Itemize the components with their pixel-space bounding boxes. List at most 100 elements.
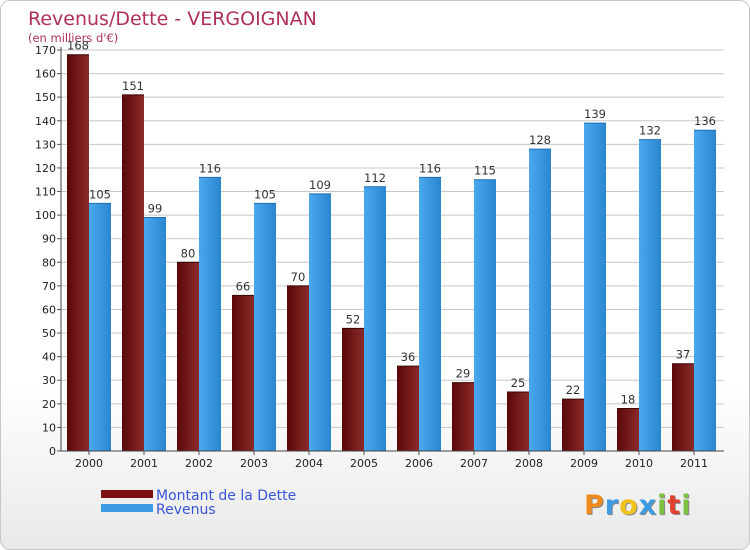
y-tick-label: 40 — [42, 351, 56, 364]
value-label-revenus-2009: 139 — [584, 107, 606, 121]
value-label-dette-2011: 37 — [676, 348, 691, 362]
bar-revenus-2007 — [474, 179, 496, 451]
proxiti-logo: Proxiti — [584, 490, 692, 521]
y-tick-label: 150 — [35, 91, 56, 104]
y-tick-label: 160 — [35, 68, 56, 81]
y-tick-label: 130 — [35, 138, 56, 151]
bar-revenus-2009 — [584, 123, 606, 451]
value-label-revenus-2008: 128 — [529, 133, 551, 147]
bar-dette-2002 — [177, 262, 199, 451]
logo-letter: P — [584, 490, 605, 521]
y-axis-ticks: 0 10 20 30 40 50 60 70 80 90 100 110 120 130 140 150 160… — [35, 44, 61, 458]
bar-revenus-2006 — [419, 177, 441, 451]
bar-revenus-2004 — [309, 193, 331, 451]
bar-revenus-2005 — [364, 186, 386, 451]
bar-dette-2007 — [452, 382, 474, 451]
y-tick-label: 80 — [42, 256, 56, 269]
bar-revenus-2003 — [254, 203, 276, 451]
bar-dette-2001 — [122, 94, 144, 451]
x-tick-label-2001: 2001 — [130, 457, 158, 470]
bars — [67, 54, 716, 451]
bar-dette-2009 — [562, 399, 584, 451]
value-label-revenus-2007: 115 — [474, 164, 496, 178]
y-tick-label: 140 — [35, 115, 56, 128]
bar-dette-2010 — [617, 408, 639, 451]
chart-title: Revenus/Dette - VERGOIGNAN — [28, 8, 317, 30]
logo-letter: r — [604, 490, 620, 521]
y-tick-label: 70 — [42, 280, 56, 293]
bar-dette-2004 — [287, 285, 309, 451]
value-label-dette-2006: 36 — [401, 350, 416, 364]
x-tick-label-2008: 2008 — [515, 457, 543, 470]
y-tick-label: 170 — [35, 44, 56, 57]
value-label-dette-2007: 29 — [456, 367, 471, 381]
legend-swatch-revenus — [101, 504, 153, 512]
grid — [61, 49, 724, 428]
bar-revenus-2008 — [529, 149, 551, 451]
value-label-revenus-2011: 136 — [694, 114, 716, 128]
value-label-dette-2010: 18 — [621, 393, 636, 407]
chart-subtitle: (en milliers d'€) — [28, 31, 118, 45]
x-tick-label-2010: 2010 — [625, 457, 653, 470]
y-tick-label: 30 — [42, 374, 56, 387]
y-tick-label: 90 — [42, 233, 56, 246]
legend-swatch-dette — [101, 490, 153, 498]
axes — [60, 47, 724, 452]
bar-revenus-2011 — [694, 130, 716, 451]
value-label-dette-2009: 22 — [566, 383, 581, 397]
legend: Montant de la Dette Revenus — [101, 488, 296, 518]
value-label-dette-2003: 66 — [236, 279, 251, 293]
y-tick-label: 10 — [42, 421, 56, 434]
value-label-revenus-2002: 116 — [199, 161, 221, 175]
value-label-revenus-2010: 132 — [639, 124, 661, 138]
bar-dette-2005 — [342, 328, 364, 451]
value-label-revenus-2003: 105 — [254, 187, 276, 201]
x-tick-label-2000: 2000 — [75, 457, 103, 470]
y-tick-label: 50 — [42, 327, 56, 340]
x-tick-label-2011: 2011 — [680, 457, 708, 470]
x-tick-label-2009: 2009 — [570, 457, 598, 470]
logo-letter: t — [667, 490, 682, 521]
value-label-revenus-2005: 112 — [364, 171, 386, 185]
bar-dette-2006 — [397, 366, 419, 451]
y-tick-label: 0 — [49, 445, 56, 458]
y-tick-label: 100 — [35, 209, 56, 222]
y-tick-label: 120 — [35, 162, 56, 175]
bar-revenus-2001 — [144, 217, 166, 451]
value-label-dette-2001: 151 — [122, 79, 144, 93]
logo-letter: i — [657, 490, 668, 521]
bar-dette-2003 — [232, 295, 254, 451]
x-tick-label-2005: 2005 — [350, 457, 378, 470]
logo-letter: i — [681, 490, 692, 521]
value-label-revenus-2006: 116 — [419, 161, 441, 175]
x-axis-ticks: 2000 2001 2002 2003 2004 2005 2006 2007 2008 2009… — [75, 451, 708, 470]
x-tick-label-2007: 2007 — [460, 457, 488, 470]
value-labels: 168 151 80 66 70 52 36 29 25 22 18 37 105 99 116 105 109… — [67, 39, 716, 407]
value-label-revenus-2004: 109 — [309, 178, 331, 192]
bar-revenus-2002 — [199, 177, 221, 451]
x-tick-label-2004: 2004 — [295, 457, 323, 470]
bar-dette-2000 — [67, 54, 89, 451]
legend-label-revenus: Revenus — [156, 502, 216, 518]
bar-revenus-2010 — [639, 139, 661, 451]
value-label-revenus-2001: 99 — [148, 201, 163, 215]
y-tick-label: 110 — [35, 186, 56, 199]
logo-letter: x — [638, 490, 658, 521]
value-label-revenus-2000: 105 — [89, 187, 111, 201]
value-label-dette-2008: 25 — [511, 376, 526, 390]
value-label-dette-2004: 70 — [291, 270, 306, 284]
y-tick-label: 60 — [42, 303, 56, 316]
value-label-dette-2002: 80 — [181, 246, 196, 260]
y-tick-label: 20 — [42, 398, 56, 411]
bar-dette-2008 — [507, 392, 529, 451]
bar-dette-2011 — [672, 363, 694, 451]
logo-letter: o — [619, 490, 639, 521]
value-label-dette-2005: 52 — [346, 312, 361, 326]
x-tick-label-2002: 2002 — [185, 457, 213, 470]
legend-label-dette: Montant de la Dette — [156, 488, 296, 504]
x-tick-label-2006: 2006 — [405, 457, 433, 470]
x-tick-label-2003: 2003 — [240, 457, 268, 470]
bar-revenus-2000 — [89, 203, 111, 451]
